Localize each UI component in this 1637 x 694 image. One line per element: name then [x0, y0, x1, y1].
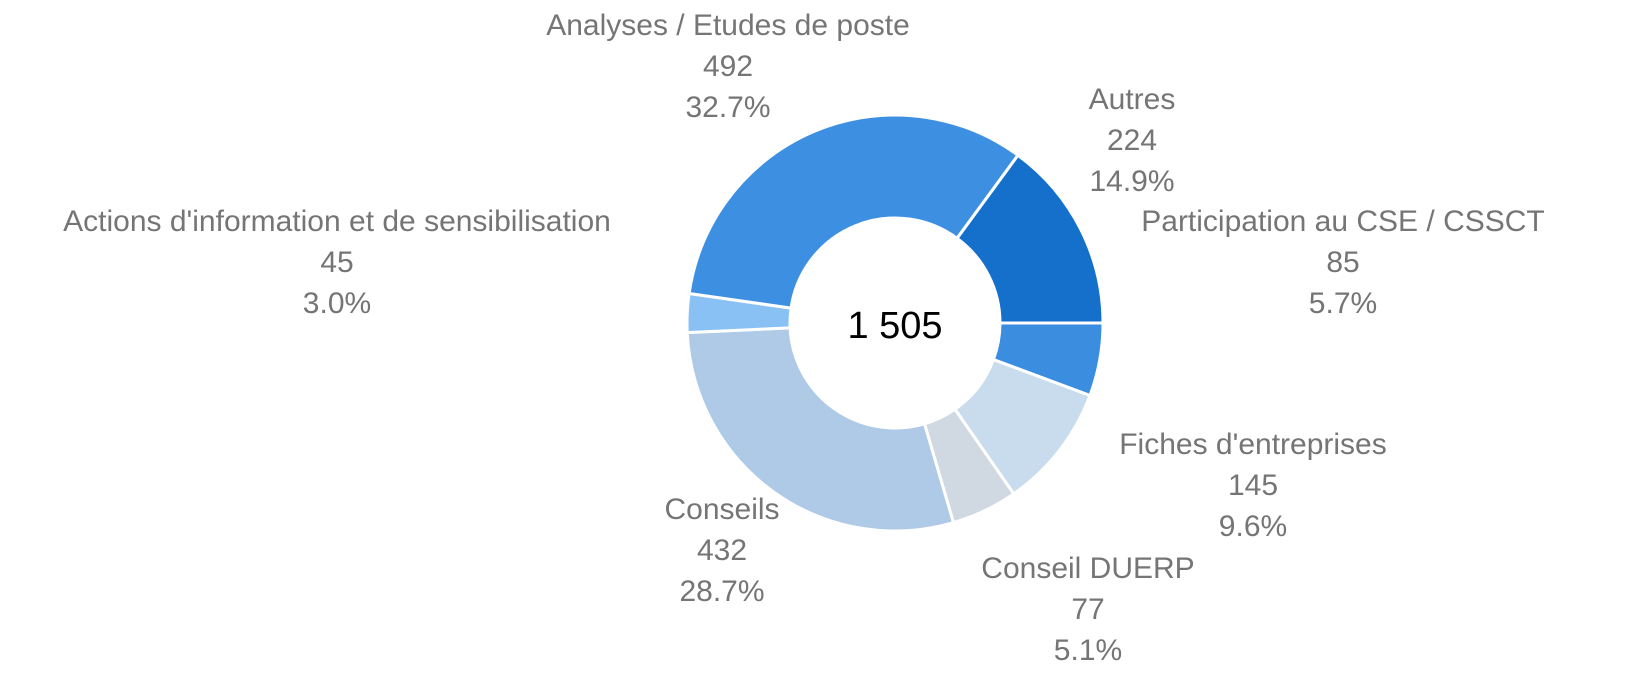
segment-name: Fiches d'entreprises [1119, 428, 1387, 461]
segment-value: 432 [697, 534, 747, 567]
segment-value: 492 [703, 50, 753, 83]
segment-name: Participation au CSE / CSSCT [1141, 205, 1545, 238]
donut-segment [685, 326, 956, 533]
segment-percent: 32.7% [685, 91, 770, 124]
donut-segment [954, 153, 1105, 325]
segment-value: 224 [1107, 124, 1157, 157]
segment-percent: 14.9% [1089, 165, 1174, 198]
segment-value: 77 [1071, 593, 1104, 626]
segment-value: 85 [1326, 246, 1359, 279]
segment-name: Autres [1089, 83, 1176, 116]
segment-name: Analyses / Etudes de poste [546, 9, 910, 42]
segment-value: 45 [320, 246, 353, 279]
segment-name: Conseil DUERP [981, 552, 1194, 585]
segment-name: Conseils [664, 493, 779, 526]
donut-segment [687, 113, 1021, 310]
segment-percent: 5.7% [1309, 287, 1377, 320]
segment-percent: 5.1% [1054, 634, 1122, 667]
segment-name: Actions d'information et de sensibilisat… [63, 205, 611, 238]
segment-percent: 9.6% [1219, 510, 1287, 543]
segment-percent: 3.0% [303, 287, 371, 320]
center-total: 1 505 [847, 305, 942, 347]
segment-value: 145 [1228, 469, 1278, 502]
segment-percent: 28.7% [679, 575, 764, 608]
